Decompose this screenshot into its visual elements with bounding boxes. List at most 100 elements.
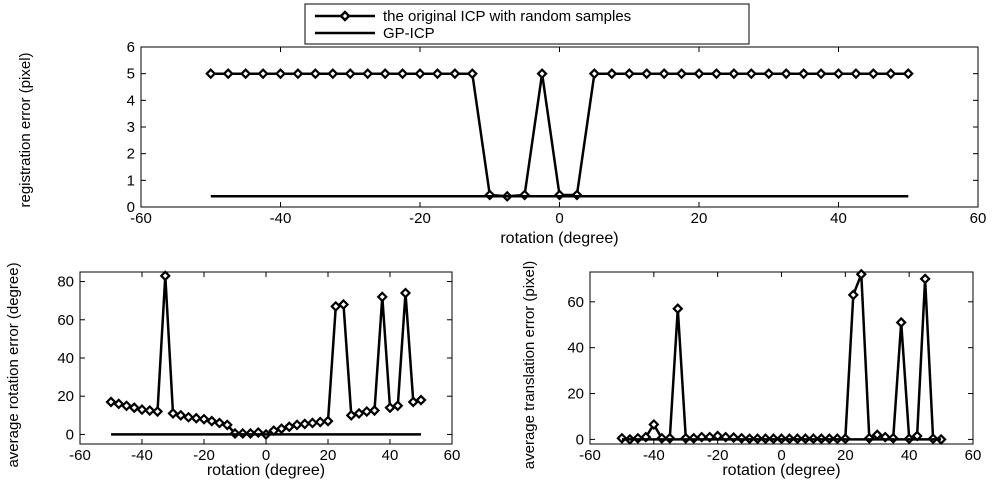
data-point bbox=[222, 68, 234, 80]
x-tick-label: 20 bbox=[320, 447, 337, 464]
x-tick-label: -40 bbox=[643, 447, 665, 464]
data-point bbox=[623, 68, 635, 80]
data-point bbox=[292, 68, 304, 80]
y-tick-label: 0 bbox=[66, 426, 74, 443]
x-tick-label: -40 bbox=[131, 447, 153, 464]
data-point bbox=[368, 404, 381, 417]
data-point bbox=[397, 68, 409, 80]
data-point bbox=[113, 398, 125, 410]
data-point bbox=[376, 291, 388, 303]
y-axis-label: registration error (pixel) bbox=[17, 52, 34, 207]
data-point bbox=[798, 68, 810, 80]
x-tick-label: 40 bbox=[382, 447, 399, 464]
data-point bbox=[327, 68, 339, 80]
x-tick-label: 20 bbox=[837, 447, 854, 464]
x-tick-label: 0 bbox=[555, 210, 563, 227]
legend-box bbox=[304, 3, 750, 45]
data-point bbox=[283, 421, 295, 433]
plot-translation: -60 -40 -20 0 20 40 60 0 20 40 60 rotation (degree)… bbox=[521, 261, 981, 479]
x-axis-label: rotation (degree) bbox=[207, 462, 325, 479]
legend: the original ICP with random samples GP-… bbox=[304, 3, 750, 45]
x-tick-label: 0 bbox=[777, 447, 785, 464]
data-point bbox=[780, 68, 792, 80]
x-tick-label: 60 bbox=[965, 447, 982, 464]
data-point bbox=[885, 68, 897, 80]
legend-label-gpicp: GP-ICP bbox=[383, 25, 435, 42]
data-point bbox=[919, 273, 931, 285]
data-point bbox=[571, 189, 583, 201]
data-point bbox=[895, 316, 907, 329]
data-point bbox=[867, 68, 879, 80]
x-axis-label: rotation (degree) bbox=[722, 462, 840, 479]
y-tick-label: 80 bbox=[57, 274, 74, 291]
data-point bbox=[415, 394, 427, 406]
data-point bbox=[855, 268, 867, 280]
legend-marker-icp bbox=[339, 10, 351, 22]
data-point bbox=[144, 404, 156, 417]
series-icp bbox=[105, 270, 427, 441]
y-tick-label: 2 bbox=[127, 146, 135, 163]
data-point bbox=[275, 423, 288, 435]
data-point bbox=[159, 270, 171, 282]
axes-box bbox=[589, 271, 974, 445]
data-point bbox=[206, 415, 218, 427]
legend-label-icp: the original ICP with random samples bbox=[383, 8, 631, 25]
data-point bbox=[672, 303, 684, 315]
axes-box bbox=[140, 46, 979, 208]
plot-registration: -60 -40 -20 0 20 40 60 0 1 2 3 4 5 6 rotation (degree)… bbox=[17, 39, 986, 247]
data-point bbox=[536, 68, 548, 80]
data-point bbox=[257, 68, 269, 80]
data-point bbox=[198, 413, 210, 425]
data-point bbox=[553, 189, 566, 201]
x-tick-label: -20 bbox=[707, 447, 729, 464]
data-point bbox=[519, 189, 531, 201]
plot-rotation: -60 -40 -20 0 20 40 60 0 20 40 60 80 rotation (degre… bbox=[5, 262, 460, 479]
y-tick-label: 0 bbox=[576, 431, 584, 448]
data-point bbox=[832, 68, 845, 80]
y-tick-label: 20 bbox=[567, 386, 584, 403]
data-point bbox=[379, 68, 391, 80]
data-point bbox=[392, 400, 404, 412]
data-point bbox=[676, 68, 688, 80]
data-point bbox=[345, 409, 357, 421]
data-point bbox=[314, 416, 326, 428]
x-tick-label: -60 bbox=[579, 447, 601, 464]
data-point bbox=[361, 405, 373, 418]
x-tick-label: 60 bbox=[444, 447, 461, 464]
x-tick-label: -60 bbox=[130, 210, 152, 227]
data-point bbox=[240, 68, 252, 80]
data-point bbox=[175, 409, 187, 421]
data-point bbox=[151, 405, 164, 418]
data-point bbox=[337, 298, 350, 311]
data-point bbox=[120, 400, 133, 412]
data-point bbox=[847, 289, 859, 301]
y-tick-label: 40 bbox=[567, 340, 584, 357]
data-point bbox=[745, 68, 757, 80]
y-tick-label: 40 bbox=[57, 350, 74, 367]
y-axis-label: average translation error (pixel) bbox=[521, 261, 538, 469]
data-point bbox=[213, 417, 226, 429]
data-point bbox=[815, 68, 827, 80]
series-line bbox=[621, 273, 942, 441]
data-point bbox=[414, 68, 426, 80]
data-point bbox=[431, 68, 443, 80]
y-tick-label: 1 bbox=[127, 172, 135, 189]
x-tick-label: 0 bbox=[262, 447, 270, 464]
data-point bbox=[407, 396, 419, 408]
data-point bbox=[902, 68, 914, 80]
data-point bbox=[205, 68, 217, 80]
data-point bbox=[322, 415, 334, 427]
x-tick-label: -60 bbox=[69, 447, 91, 464]
data-point bbox=[871, 429, 883, 441]
y-tick-label: 3 bbox=[127, 119, 135, 136]
series-icp bbox=[616, 268, 947, 445]
data-point bbox=[850, 68, 862, 80]
data-point bbox=[167, 407, 179, 419]
data-point bbox=[299, 418, 311, 430]
data-point bbox=[763, 68, 775, 80]
data-point bbox=[606, 68, 618, 80]
data-point bbox=[128, 402, 140, 414]
data-point bbox=[384, 402, 396, 414]
data-point bbox=[221, 419, 233, 431]
